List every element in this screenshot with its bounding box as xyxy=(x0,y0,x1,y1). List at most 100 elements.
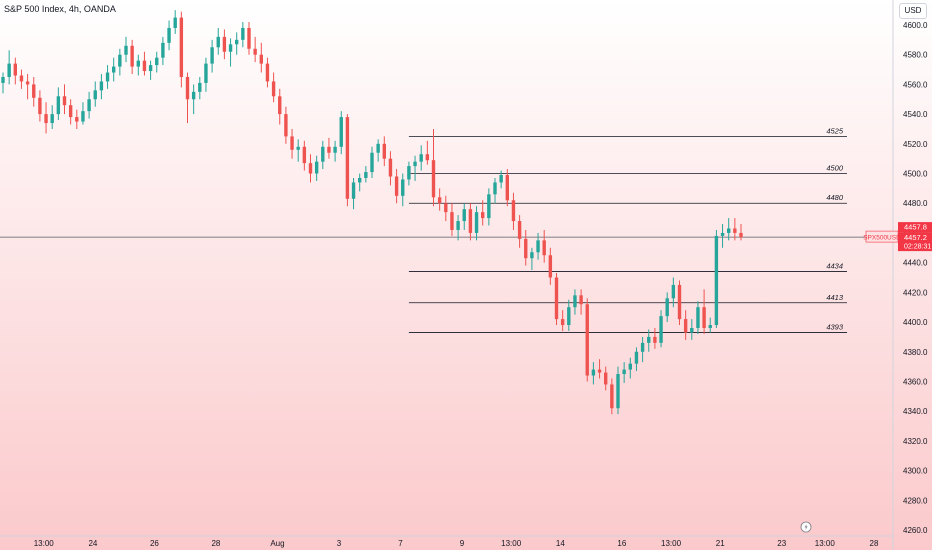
candle[interactable] xyxy=(487,188,491,226)
candle[interactable] xyxy=(50,105,54,129)
candle[interactable] xyxy=(259,42,263,73)
candle[interactable] xyxy=(407,161,411,186)
candle[interactable] xyxy=(536,232,540,260)
candle[interactable] xyxy=(622,362,626,383)
candle[interactable] xyxy=(481,200,485,226)
candle[interactable] xyxy=(265,57,270,88)
candle[interactable] xyxy=(321,140,325,170)
candle[interactable] xyxy=(634,347,639,372)
candle[interactable] xyxy=(327,137,331,159)
candle[interactable] xyxy=(671,277,676,308)
candle[interactable] xyxy=(130,39,134,75)
candle[interactable] xyxy=(647,329,651,352)
candle[interactable] xyxy=(394,169,399,204)
candle[interactable] xyxy=(112,57,116,82)
candle[interactable] xyxy=(437,188,442,211)
candle[interactable] xyxy=(198,76,202,100)
candle[interactable] xyxy=(585,298,589,382)
candle[interactable] xyxy=(302,140,307,171)
candle[interactable] xyxy=(38,90,42,122)
candle[interactable] xyxy=(376,139,380,162)
candle[interactable] xyxy=(413,155,417,181)
candle[interactable] xyxy=(81,102,85,125)
candle[interactable] xyxy=(308,154,313,183)
candle[interactable] xyxy=(333,140,337,162)
candle[interactable] xyxy=(161,36,165,66)
candle[interactable] xyxy=(87,91,91,119)
candle[interactable] xyxy=(339,111,343,155)
candle[interactable] xyxy=(235,32,239,55)
candle[interactable] xyxy=(573,289,577,315)
candle[interactable] xyxy=(604,366,608,391)
candle[interactable] xyxy=(530,247,534,271)
candle[interactable] xyxy=(1,72,5,94)
candle[interactable] xyxy=(690,319,694,340)
candle[interactable] xyxy=(345,114,350,207)
candle[interactable] xyxy=(191,84,196,115)
candle[interactable] xyxy=(216,27,220,55)
time-axis[interactable]: 13:00 24 26 28 Aug 3 7 9 13:00 14 16 13:00 21 23 13:00… xyxy=(0,535,893,548)
candle[interactable] xyxy=(444,195,448,222)
candle[interactable] xyxy=(271,72,276,103)
candle[interactable] xyxy=(241,22,245,48)
candle[interactable] xyxy=(628,357,632,379)
candle[interactable] xyxy=(702,289,706,334)
candle[interactable] xyxy=(210,39,214,73)
candle[interactable] xyxy=(351,177,356,210)
candle[interactable] xyxy=(142,51,147,76)
candle[interactable] xyxy=(683,310,688,340)
candle[interactable] xyxy=(382,136,386,167)
candle[interactable] xyxy=(148,60,153,80)
candle[interactable] xyxy=(419,145,423,171)
candle[interactable] xyxy=(597,359,602,379)
candle[interactable] xyxy=(75,109,79,129)
candle[interactable] xyxy=(68,99,73,125)
candle[interactable] xyxy=(456,215,460,241)
candle[interactable] xyxy=(468,203,473,241)
candle[interactable] xyxy=(314,155,319,181)
candle[interactable] xyxy=(659,310,663,348)
candle[interactable] xyxy=(32,76,36,107)
candle[interactable] xyxy=(640,336,645,363)
candle[interactable] xyxy=(560,310,565,331)
candle[interactable] xyxy=(517,215,522,248)
candle[interactable] xyxy=(204,57,208,92)
candle[interactable] xyxy=(739,224,743,241)
candle[interactable] xyxy=(388,151,393,186)
candle[interactable] xyxy=(228,38,233,67)
candle[interactable] xyxy=(653,328,657,349)
candle[interactable] xyxy=(19,69,24,89)
candle[interactable] xyxy=(278,88,282,125)
candle[interactable] xyxy=(401,173,405,207)
candle[interactable] xyxy=(579,289,583,315)
candle[interactable] xyxy=(370,146,374,178)
candle[interactable] xyxy=(714,229,719,328)
candle[interactable] xyxy=(155,51,159,73)
candle[interactable] xyxy=(7,50,11,85)
candle[interactable] xyxy=(222,29,227,60)
candle[interactable] xyxy=(493,177,497,204)
candles[interactable] xyxy=(1,10,743,415)
candle[interactable] xyxy=(616,366,620,415)
candle[interactable] xyxy=(720,224,725,248)
candle[interactable] xyxy=(542,229,546,263)
candle[interactable] xyxy=(290,128,294,159)
candle[interactable] xyxy=(677,280,682,326)
candle[interactable] xyxy=(524,229,528,266)
lightning-icon[interactable] xyxy=(800,521,812,533)
candle[interactable] xyxy=(99,74,104,100)
candle[interactable] xyxy=(696,301,700,334)
candle[interactable] xyxy=(284,106,288,144)
candle[interactable] xyxy=(474,206,479,241)
candle[interactable] xyxy=(167,20,171,51)
candle[interactable] xyxy=(136,54,140,76)
candle[interactable] xyxy=(708,317,712,333)
candle[interactable] xyxy=(44,102,48,134)
candle[interactable] xyxy=(567,299,571,331)
candle[interactable] xyxy=(511,192,516,230)
candle[interactable] xyxy=(93,81,97,107)
candle[interactable] xyxy=(62,84,67,115)
candle[interactable] xyxy=(425,140,430,165)
candle[interactable] xyxy=(185,72,190,124)
